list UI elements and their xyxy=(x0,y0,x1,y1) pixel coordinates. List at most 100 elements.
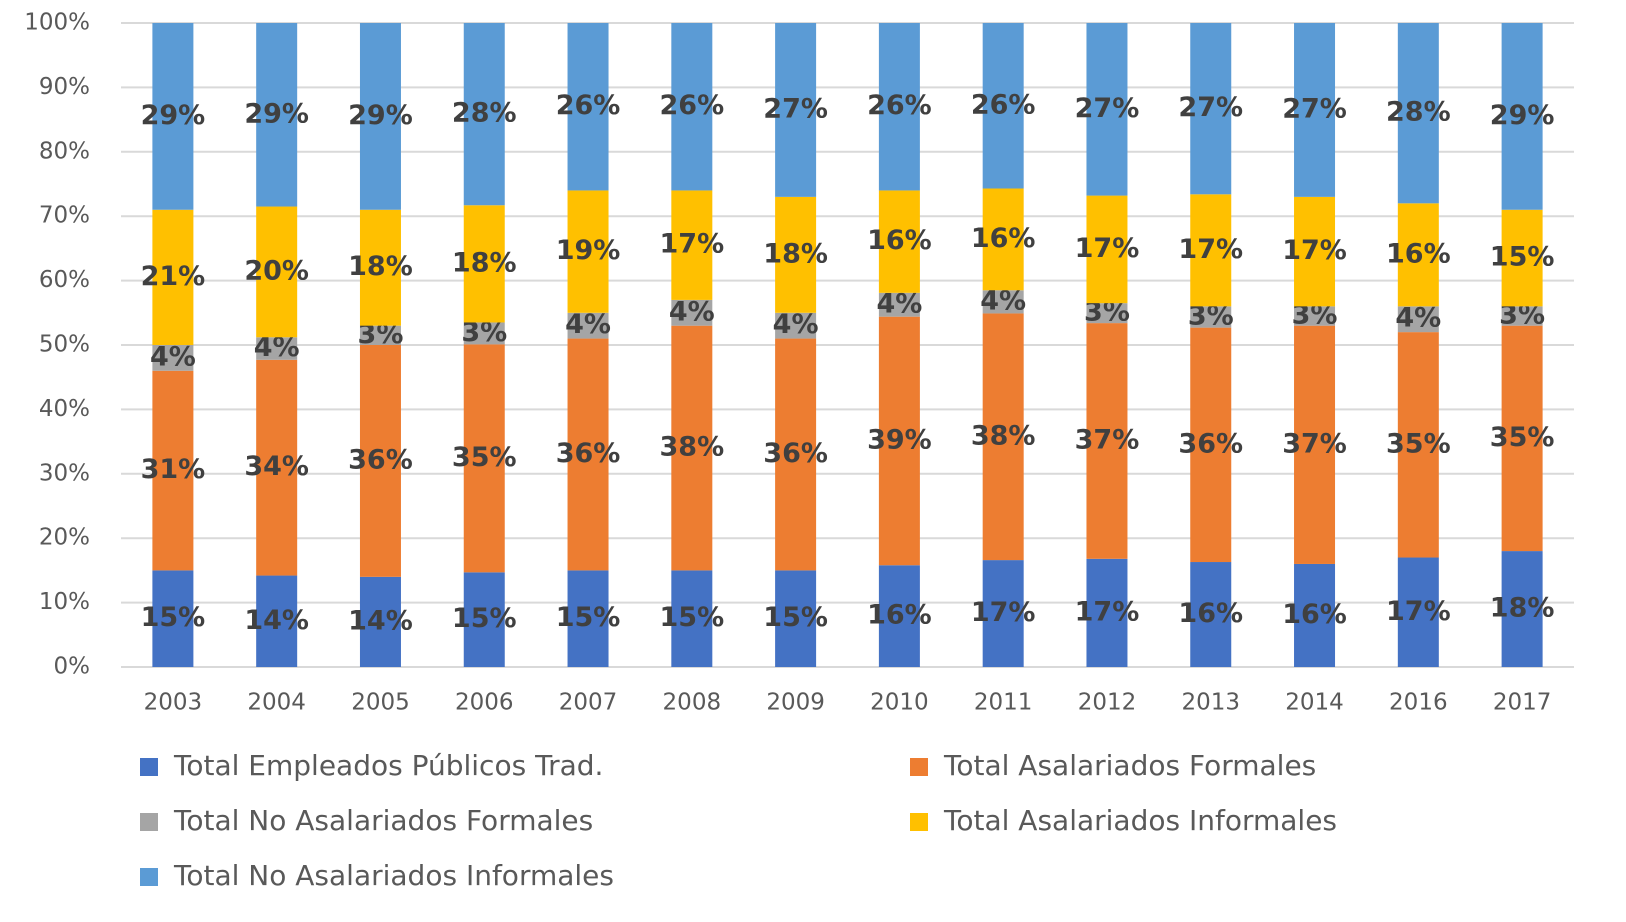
data-label: 16% xyxy=(867,225,932,256)
data-label: 20% xyxy=(244,255,309,286)
data-label: 17% xyxy=(1178,234,1243,265)
data-label: 4% xyxy=(980,285,1026,316)
x-tick-label: 2008 xyxy=(663,690,722,716)
data-label: 29% xyxy=(141,100,206,131)
bar-segment xyxy=(359,576,401,667)
y-tick-label: 100% xyxy=(24,10,90,36)
bar-segment xyxy=(671,325,713,571)
data-label: 37% xyxy=(1075,424,1140,455)
bar-segment xyxy=(878,316,920,566)
bar-segment xyxy=(1294,325,1336,564)
data-label: 38% xyxy=(971,420,1036,451)
data-label: 34% xyxy=(244,451,309,482)
bar-segment xyxy=(1086,303,1128,324)
y-tick-label: 10% xyxy=(39,589,90,615)
data-label: 37% xyxy=(1282,428,1347,459)
data-label: 38% xyxy=(660,432,725,463)
data-label: 18% xyxy=(1490,593,1555,624)
data-label: 16% xyxy=(1282,599,1347,630)
bar-segment xyxy=(1086,195,1128,304)
data-label: 4% xyxy=(773,309,819,340)
bar-segment xyxy=(152,345,194,371)
bar-segment xyxy=(775,338,817,571)
bar-segment xyxy=(878,190,920,293)
data-label: 26% xyxy=(867,90,932,121)
x-tick-label: 2004 xyxy=(247,690,306,716)
bar-segment xyxy=(256,23,298,207)
bar-segment xyxy=(1501,23,1543,210)
y-tick-label: 60% xyxy=(39,267,90,293)
legend-label: Total No Asalariados Informales xyxy=(173,859,614,892)
data-label: 36% xyxy=(556,438,621,469)
bar-segment xyxy=(1190,23,1232,195)
data-label: 27% xyxy=(1282,93,1347,124)
data-label: 17% xyxy=(660,229,725,260)
data-label: 35% xyxy=(1386,428,1451,459)
bar-segment xyxy=(1086,558,1128,667)
data-label: 31% xyxy=(141,454,206,485)
bar-segment xyxy=(775,312,817,339)
bar-segment xyxy=(359,209,401,326)
data-label: 18% xyxy=(763,238,828,269)
bar-segment xyxy=(1397,23,1439,204)
bar-segment xyxy=(1190,194,1232,307)
x-tick-label: 2012 xyxy=(1078,690,1137,716)
x-tick-label: 2007 xyxy=(559,690,618,716)
data-label: 15% xyxy=(141,602,206,633)
bar-segment xyxy=(152,570,194,667)
data-label: 17% xyxy=(1075,233,1140,264)
bar-segment xyxy=(567,190,609,313)
data-label: 14% xyxy=(348,605,413,636)
data-label: 15% xyxy=(452,603,517,634)
bar-segment xyxy=(671,190,713,300)
data-label: 36% xyxy=(1178,428,1243,459)
data-label: 27% xyxy=(763,93,828,124)
data-label: 29% xyxy=(244,98,309,129)
bar-segment xyxy=(152,209,194,345)
bar-segment xyxy=(1501,325,1543,552)
y-tick-label: 70% xyxy=(39,203,90,229)
data-label: 27% xyxy=(1075,93,1140,124)
data-label: 21% xyxy=(141,261,206,292)
x-tick-label: 2017 xyxy=(1493,690,1552,716)
data-label: 39% xyxy=(867,424,932,455)
data-label: 4% xyxy=(565,309,611,340)
bar-segment xyxy=(359,325,401,345)
data-label: 36% xyxy=(763,438,828,469)
bar-segment xyxy=(878,23,920,191)
data-label: 28% xyxy=(1386,97,1451,128)
data-label: 26% xyxy=(660,90,725,121)
data-label: 35% xyxy=(1490,422,1555,453)
data-label: 35% xyxy=(452,442,517,473)
bar-segment xyxy=(775,196,817,313)
bar-segment xyxy=(463,572,505,667)
bar-segment xyxy=(1294,23,1336,197)
x-tick-label: 2009 xyxy=(766,690,825,716)
data-label: 29% xyxy=(1490,100,1555,131)
bar-segment xyxy=(1397,332,1439,558)
x-tick-label: 2010 xyxy=(870,690,929,716)
data-label: 14% xyxy=(244,605,309,636)
bar-segment xyxy=(256,359,298,576)
bar-segment xyxy=(775,570,817,667)
data-label: 17% xyxy=(971,597,1036,628)
bar-segment xyxy=(567,338,609,571)
bar-segment xyxy=(1086,23,1128,196)
legend-label: Total Empleados Públicos Trad. xyxy=(173,749,603,782)
legend-swatch xyxy=(140,758,158,776)
data-label: 17% xyxy=(1386,596,1451,627)
data-label: 29% xyxy=(348,100,413,131)
bar-segment xyxy=(359,23,401,210)
x-tick-label: 2013 xyxy=(1181,690,1240,716)
data-label: 26% xyxy=(971,89,1036,120)
bar-segment xyxy=(256,206,298,338)
bar-segment xyxy=(982,23,1024,189)
data-label: 15% xyxy=(1490,242,1555,273)
bar-segment xyxy=(256,575,298,667)
x-tick-label: 2006 xyxy=(455,690,514,716)
bar-segment xyxy=(567,23,609,191)
y-tick-label: 0% xyxy=(54,654,91,680)
legend-swatch xyxy=(140,813,158,831)
bar-segment xyxy=(982,313,1024,561)
data-label: 17% xyxy=(1075,596,1140,627)
